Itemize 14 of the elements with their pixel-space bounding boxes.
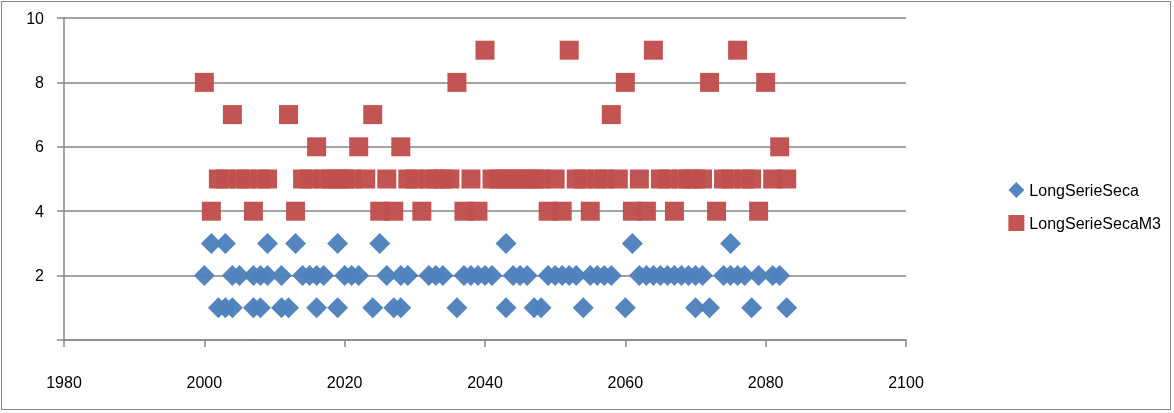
y-tick-label: 2 xyxy=(35,267,45,285)
x-tick-label: 2060 xyxy=(607,373,644,391)
legend-label: LongSerieSeca xyxy=(1029,181,1139,199)
legend-label: LongSerieSecaM3 xyxy=(1029,214,1162,232)
y-tick-label: 4 xyxy=(35,202,45,220)
y-tick-label: 10 xyxy=(26,9,45,27)
x-tick-label: 2000 xyxy=(186,373,223,391)
x-tick-label: 2020 xyxy=(326,373,363,391)
x-tick-label: 2100 xyxy=(888,373,924,391)
x-tick-label: 1980 xyxy=(46,373,82,391)
y-tick-label: 8 xyxy=(35,73,45,91)
y-tick-label: 6 xyxy=(35,138,45,156)
x-tick-label: 2040 xyxy=(467,373,503,391)
x-tick-label: 2080 xyxy=(747,373,784,391)
